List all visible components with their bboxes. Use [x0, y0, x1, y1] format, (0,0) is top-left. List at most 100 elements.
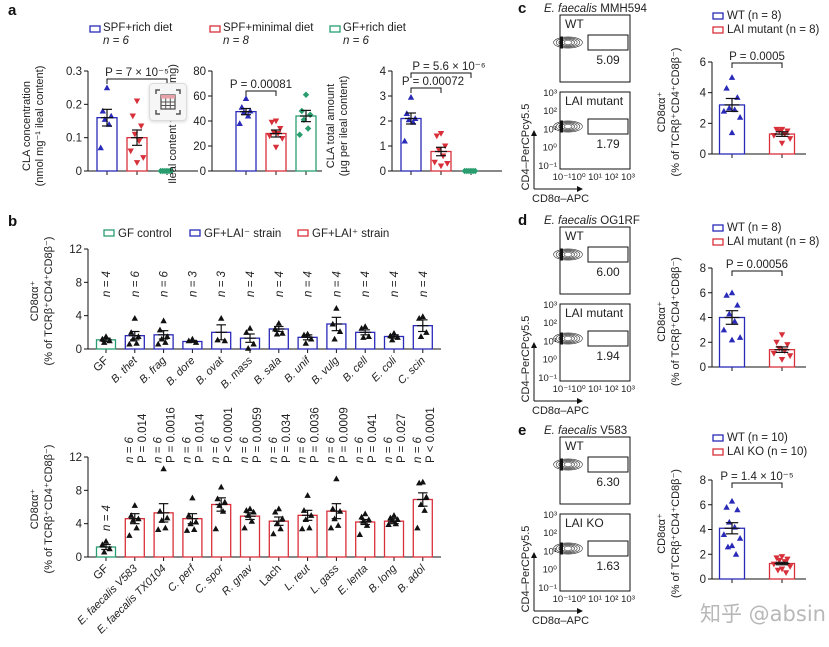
- data-point-triangle-down: [133, 98, 141, 105]
- panel-title: E. faecalis V583: [544, 425, 627, 437]
- y-tick-label: 0.1: [66, 133, 82, 145]
- data-point-triangle-up: [155, 340, 162, 347]
- flow-sample-label: WT: [565, 229, 584, 243]
- data-point-triangle-up: [720, 531, 728, 538]
- flow-contour: [558, 460, 578, 469]
- data-point-triangle-up: [246, 324, 254, 331]
- subplot-a-3: 0 1 2 3 4 P = 0.00072 P = 5.6 × 10⁻⁶ CLA total …: [325, 61, 502, 178]
- flow-x-tick-label: 10⁰: [571, 172, 586, 183]
- legend-swatch: [712, 26, 724, 34]
- p-value-label: P = 5.6 × 10⁻⁶: [412, 61, 486, 73]
- flow-y-tick-label: 10⁰: [543, 565, 558, 576]
- data-point-triangle-up: [218, 314, 225, 321]
- bar-chart-e: 0 2 4 6 8 P = 1.4 × 10⁻⁵ CD8αα⁺ (% of TCRβ⁺CD4⁺…: [656, 469, 806, 598]
- data-point-triangle-up: [101, 548, 108, 555]
- flow-contour: [555, 37, 581, 48]
- data-point-triangle-up: [423, 493, 430, 500]
- flow-contour: [553, 36, 583, 49]
- data-point-triangle-down: [786, 136, 794, 142]
- legend-swatch: [189, 229, 201, 237]
- legend-swatch: [297, 229, 309, 237]
- flow-x-axis-label: CD8α–APC: [532, 193, 589, 205]
- data-point-triangle-up: [728, 129, 736, 136]
- data-point-triangle-up: [333, 475, 340, 482]
- flow-contour: [553, 120, 583, 133]
- flow-x-tick-label: 10²: [605, 172, 619, 183]
- flow-gate: [587, 246, 629, 263]
- data-point-triangle-up: [362, 323, 369, 330]
- y-tick-label: 80: [193, 66, 206, 78]
- y-tick-label: 0: [200, 166, 206, 178]
- flow-contour: [558, 250, 578, 259]
- n-label: n = 4: [274, 271, 286, 297]
- data-point-diamond: [161, 167, 169, 175]
- flow-contour: [563, 546, 573, 551]
- flow-y-tick-label: 10¹: [543, 124, 557, 135]
- y-axis-label: (% of TCRβ⁺CD4⁺CD8β⁻): [43, 445, 55, 574]
- flow-contour: [555, 543, 581, 554]
- data-point-triangle-down: [778, 357, 786, 363]
- flow-x-tick-label: 10¹: [588, 594, 602, 605]
- data-point-triangle-up: [241, 524, 248, 531]
- n-label: n = 4: [101, 271, 113, 297]
- flow-plot: LAI mutant 1.94: [553, 303, 631, 382]
- data-point-triangle-down: [786, 353, 794, 360]
- data-point-triangle-up: [243, 507, 250, 513]
- flow-axis-events: [560, 542, 563, 555]
- n-label: n = 6: [383, 436, 395, 463]
- category-label: C. scin: [396, 355, 428, 387]
- n-label: n = 6: [181, 436, 193, 463]
- y-tick-label: 8: [76, 485, 82, 497]
- data-point-triangle-down: [444, 160, 451, 167]
- subplot-b-2: 0 4 8 12 CD8αα⁺ (% of TCRβ⁺CD4⁺CD8β⁻) GF n = 4 E…: [29, 407, 441, 636]
- legend-label: WT (n = 10): [727, 432, 788, 444]
- y-tick-label: 12: [69, 452, 82, 464]
- data-point-triangle-up: [102, 537, 110, 544]
- legend-n: n = 8: [223, 35, 250, 47]
- data-point-triangle-down: [773, 339, 780, 346]
- data-point-triangle-up: [736, 114, 744, 120]
- arrow-right-icon: [577, 186, 583, 192]
- data-point-triangle-up: [329, 505, 336, 512]
- data-point-triangle-up: [160, 465, 167, 472]
- data-point-triangle-up: [272, 508, 279, 515]
- flow-contour: [555, 121, 581, 132]
- data-point-triangle-up: [736, 334, 744, 340]
- data-point-triangle-up: [728, 336, 736, 343]
- flow-axis-events: [560, 120, 563, 133]
- flow-x-tick-label: 10⁰: [571, 384, 586, 395]
- panel-title: E. faecalis OG1RF: [544, 215, 640, 227]
- data-point-triangle-up: [728, 74, 736, 80]
- y-tick-label: 60: [193, 91, 206, 103]
- n-label: n = 6: [325, 436, 337, 463]
- y-tick-label: 2: [700, 337, 706, 349]
- y-axis-label: CD8αα⁺: [656, 513, 668, 554]
- data-point-triangle-up: [183, 527, 191, 533]
- category-label: R. gnav: [220, 562, 256, 598]
- flow-sample-label: WT: [565, 17, 584, 31]
- flow-y-tick-label: 10²: [543, 528, 557, 539]
- flow-sample-label: LAI KO: [565, 516, 604, 530]
- data-point-triangle-up: [304, 492, 311, 498]
- data-point-triangle-up: [99, 107, 106, 114]
- legend-n: n = 6: [103, 35, 130, 47]
- p-value-label: P = 0.041: [367, 414, 379, 463]
- y-tick-label: 0: [76, 166, 82, 178]
- flow-y-tick-label: 10³: [543, 510, 557, 521]
- data-point-triangle-down: [782, 570, 790, 577]
- legend-label: WT (n = 8): [727, 10, 782, 22]
- arrow-up-icon: [531, 130, 537, 136]
- table-view-button[interactable]: [149, 83, 187, 121]
- flow-x-tick-label: 10²: [605, 384, 619, 395]
- data-point-triangle-up: [155, 526, 162, 533]
- n-label: n = 4: [389, 271, 401, 297]
- panel-b: bGF control GF+LAI⁻ strain GF+LAI⁺ strain0…: [8, 213, 441, 636]
- category-label: GF: [91, 563, 111, 583]
- data-point-triangle-up: [128, 512, 135, 518]
- data-point-triangle-down: [138, 123, 145, 130]
- n-label: n = 6: [130, 270, 142, 297]
- legend-label: GF+LAI⁺ strain: [312, 228, 389, 240]
